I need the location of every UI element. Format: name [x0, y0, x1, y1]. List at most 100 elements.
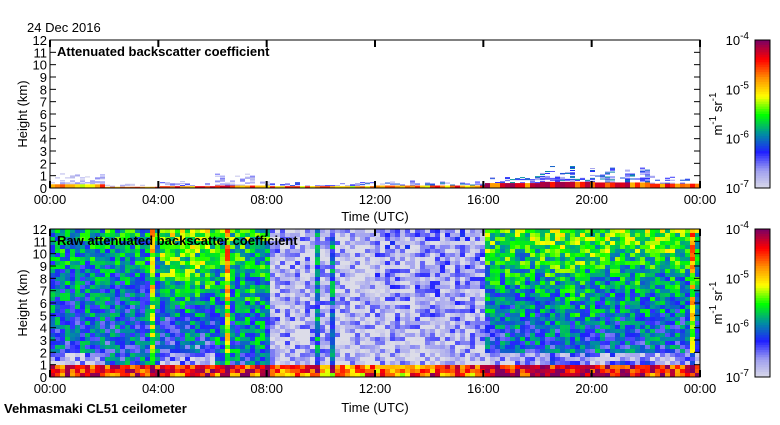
heatmap-cell [180, 257, 185, 261]
heatmap-cell [95, 373, 100, 377]
heatmap-cell [455, 365, 460, 369]
heatmap-cell [615, 273, 620, 277]
heatmap-cell [425, 281, 430, 285]
heatmap-cell [585, 349, 590, 353]
heatmap-cell [470, 365, 475, 369]
heatmap-cell [280, 337, 285, 341]
heatmap-cell [605, 253, 610, 257]
heatmap-cell [360, 253, 365, 257]
heatmap-cell [250, 249, 255, 253]
heatmap-cell [455, 261, 460, 265]
heatmap-cell [335, 321, 340, 325]
heatmap-cell [605, 361, 610, 365]
heatmap-cell [110, 265, 115, 269]
heatmap-cell [225, 349, 230, 353]
heatmap-cell [450, 285, 455, 289]
heatmap-cell [300, 269, 305, 273]
heatmap-cell [145, 349, 150, 353]
heatmap-cell [595, 341, 600, 345]
heatmap-cell [465, 269, 470, 273]
heatmap-cell [80, 369, 85, 373]
heatmap-cell [425, 253, 430, 257]
heatmap-cell [330, 325, 335, 329]
heatmap-cell [120, 325, 125, 329]
heatmap-cell [120, 349, 125, 353]
heatmap-cell [420, 365, 425, 369]
heatmap-cell [525, 183, 530, 188]
heatmap-cell [615, 353, 620, 357]
heatmap-cell [210, 285, 215, 289]
heatmap-cell [620, 321, 625, 325]
heatmap-cell [125, 361, 130, 365]
heatmap-cell [200, 297, 205, 301]
heatmap-cell [125, 333, 130, 337]
heatmap-cell [400, 373, 405, 377]
heatmap-cell [610, 265, 615, 269]
heatmap-cell [130, 317, 135, 321]
heatmap-cell [340, 273, 345, 277]
heatmap-cell [625, 171, 630, 172]
heatmap-cell [425, 353, 430, 357]
heatmap-cell [280, 333, 285, 337]
heatmap-cell [400, 261, 405, 265]
heatmap-cell [490, 301, 495, 305]
heatmap-cell [155, 333, 160, 337]
heatmap-cell [145, 285, 150, 289]
heatmap-cell [530, 245, 535, 249]
heatmap-cell [575, 182, 580, 188]
heatmap-cell [420, 361, 425, 365]
heatmap-cell [400, 365, 405, 369]
heatmap-cell [190, 273, 195, 277]
heatmap-cell [435, 365, 440, 369]
heatmap-cell [400, 237, 405, 241]
heatmap-cell [560, 297, 565, 301]
heatmap-cell [310, 281, 315, 285]
heatmap-cell [645, 174, 650, 175]
heatmap-cell [230, 289, 235, 293]
heatmap-cell [555, 357, 560, 361]
heatmap-cell [460, 325, 465, 329]
heatmap-cell [345, 329, 350, 333]
heatmap-cell [295, 329, 300, 333]
heatmap-cell [595, 182, 600, 188]
heatmap-cell [335, 245, 340, 249]
heatmap-cell [270, 257, 275, 261]
heatmap-cell [350, 297, 355, 301]
heatmap-cell [315, 237, 320, 241]
heatmap-cell [310, 233, 315, 237]
heatmap-cell [605, 301, 610, 305]
heatmap-cell [350, 349, 355, 353]
heatmap-cell [610, 168, 615, 169]
heatmap-cell [455, 369, 460, 373]
heatmap-cell [55, 177, 60, 178]
heatmap-cell [600, 345, 605, 349]
heatmap-cell [555, 285, 560, 289]
heatmap-cell [195, 357, 200, 361]
heatmap-cell [70, 181, 75, 182]
heatmap-cell [305, 257, 310, 261]
heatmap-cell [525, 249, 530, 253]
heatmap-cell [360, 313, 365, 317]
heatmap-cell [185, 309, 190, 313]
heatmap-cell [275, 321, 280, 325]
heatmap-cell [330, 269, 335, 273]
heatmap-cell [540, 345, 545, 349]
heatmap-cell [270, 305, 275, 309]
heatmap-cell [460, 281, 465, 285]
heatmap-cell [90, 333, 95, 337]
heatmap-cell [285, 273, 290, 277]
heatmap-cell [225, 253, 230, 257]
heatmap-cell [260, 277, 265, 281]
heatmap-cell [385, 281, 390, 285]
heatmap-cell [265, 277, 270, 281]
heatmap-cell [620, 249, 625, 253]
heatmap-cell [120, 293, 125, 297]
heatmap-cell [435, 261, 440, 265]
heatmap-cell [565, 301, 570, 305]
heatmap-cell [250, 269, 255, 273]
heatmap-cell [560, 237, 565, 241]
heatmap-cell [610, 233, 615, 237]
heatmap-cell [390, 345, 395, 349]
heatmap-cell [635, 257, 640, 261]
heatmap-cell [105, 289, 110, 293]
